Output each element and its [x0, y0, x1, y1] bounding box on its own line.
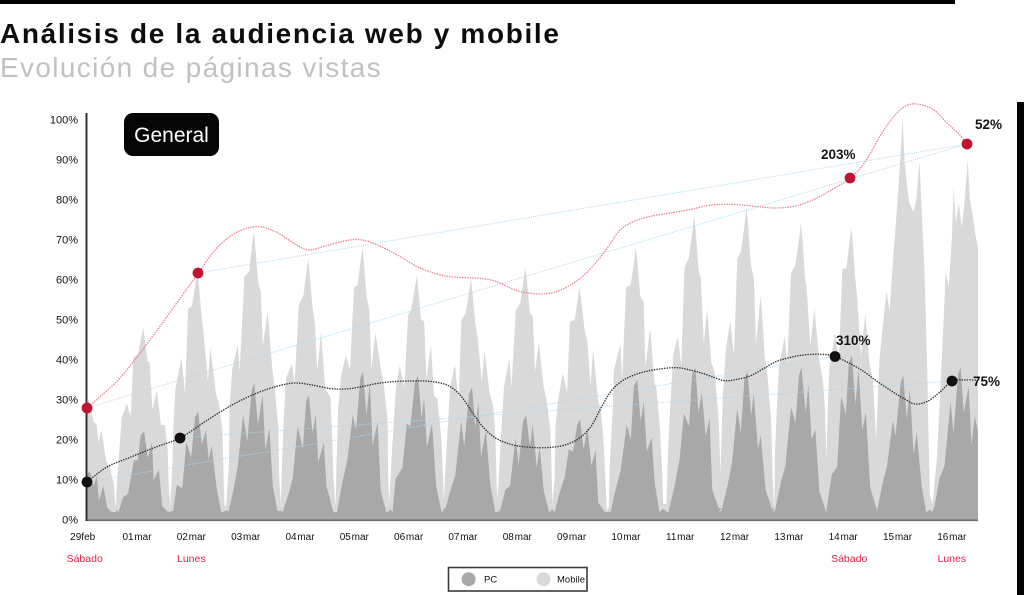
svg-text:General: General: [134, 124, 209, 147]
svg-text:Lunes: Lunes: [937, 553, 966, 565]
svg-text:20%: 20%: [56, 435, 78, 447]
svg-text:02 mar: 02 mar: [177, 532, 207, 543]
svg-text:75%: 75%: [973, 374, 1000, 389]
svg-text:06 mar: 06 mar: [394, 532, 424, 543]
svg-text:03 mar: 03 mar: [231, 532, 261, 543]
svg-text:09 mar: 09 mar: [557, 532, 587, 543]
svg-text:PC: PC: [484, 575, 497, 586]
svg-text:10 mar: 10 mar: [611, 532, 641, 543]
svg-text:16 mar: 16 mar: [937, 532, 967, 543]
svg-text:Lunes: Lunes: [177, 553, 206, 565]
svg-text:30%: 30%: [56, 395, 78, 407]
svg-text:05 mar: 05 mar: [340, 532, 370, 543]
svg-text:90%: 90%: [56, 154, 78, 166]
svg-text:50%: 50%: [56, 315, 78, 327]
svg-text:29feb: 29feb: [70, 532, 95, 543]
svg-text:203%: 203%: [821, 147, 856, 162]
svg-text:04 mar: 04 mar: [285, 532, 315, 543]
svg-text:Mobile: Mobile: [557, 575, 585, 586]
svg-text:40%: 40%: [56, 355, 78, 367]
svg-text:Sábado: Sábado: [831, 553, 867, 565]
svg-text:60%: 60%: [56, 275, 78, 287]
svg-text:100%: 100%: [50, 114, 78, 126]
svg-text:13 mar: 13 mar: [774, 532, 804, 543]
svg-text:11 mar: 11 mar: [666, 532, 695, 543]
svg-text:08 mar: 08 mar: [503, 532, 533, 543]
svg-text:0%: 0%: [62, 515, 78, 527]
svg-text:Sábado: Sábado: [67, 553, 103, 565]
svg-text:70%: 70%: [56, 234, 78, 246]
svg-text:80%: 80%: [56, 194, 78, 206]
svg-text:310%: 310%: [836, 333, 871, 348]
svg-text:10%: 10%: [56, 475, 78, 487]
svg-text:12 mar: 12 mar: [720, 532, 750, 543]
svg-text:52%: 52%: [975, 117, 1002, 132]
svg-text:01 mar: 01 mar: [122, 532, 152, 543]
svg-text:15 mar: 15 mar: [883, 532, 913, 543]
svg-text:14 mar: 14 mar: [829, 532, 859, 543]
svg-text:07 mar: 07 mar: [448, 532, 478, 543]
